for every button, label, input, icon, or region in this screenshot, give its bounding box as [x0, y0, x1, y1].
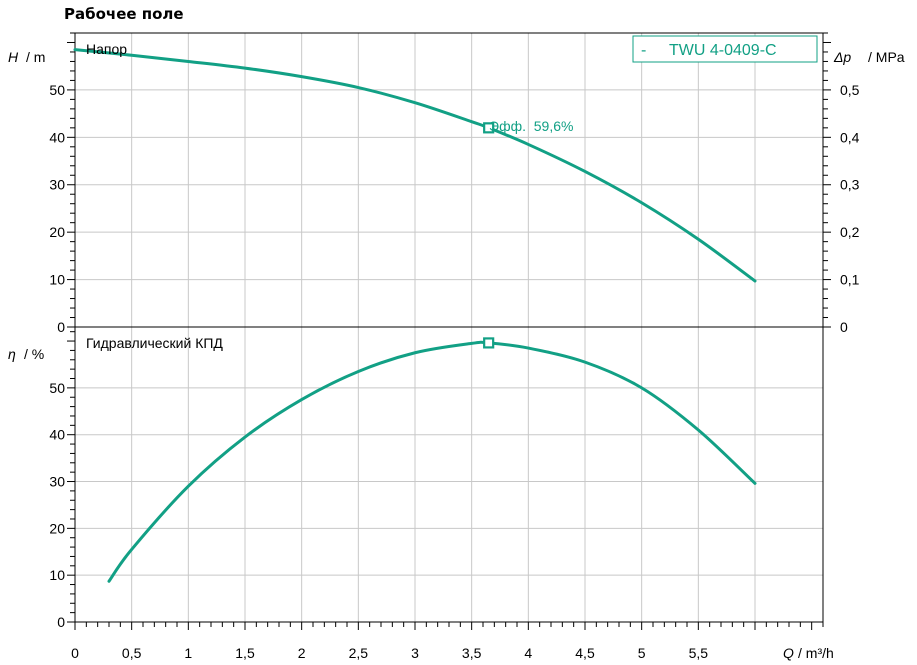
y-tick-label: 20 [49, 224, 65, 240]
x-tick-label: 4,5 [575, 645, 595, 661]
efficiency-y-axis-symbol: η [8, 346, 16, 362]
legend-prefix: - [641, 42, 646, 59]
x-tick-label: 0 [71, 645, 79, 661]
efficiency-y-axis-unit: / % [24, 346, 44, 362]
y-tick-label: 20 [49, 520, 65, 536]
y-tick-label: 40 [49, 129, 65, 145]
y-tick-label: 0 [57, 614, 65, 630]
efficiency-point-label: Эфф. 59,6% [489, 118, 573, 134]
head-y-axis-symbol: H [8, 49, 19, 65]
x-tick-label: 5,5 [689, 645, 709, 661]
pressure-tick-label: 0,4 [840, 129, 860, 145]
legend: - TWU 4-0409-C [632, 35, 818, 63]
legend-label: TWU 4-0409-C [669, 42, 777, 59]
frame-layer [67, 32, 831, 630]
x-axis-symbol: Q [783, 645, 794, 661]
pressure-axis-symbol: Δp [833, 49, 851, 65]
x-tick-label: 0,5 [122, 645, 142, 661]
head-curve [73, 48, 757, 283]
y-tick-label: 10 [49, 567, 65, 583]
y-tick-label: 10 [49, 272, 65, 288]
curve-layer [73, 48, 757, 583]
pressure-tick-label: 0 [840, 319, 848, 335]
efficiency-panel-title: Гидравлический КПД [86, 335, 223, 351]
head-operating-point [483, 122, 495, 134]
head-y-axis-unit: / m [26, 49, 45, 65]
pressure-tick-label: 0,2 [840, 224, 860, 240]
x-tick-label: 4 [524, 645, 532, 661]
label-layer: H / m Напор Δp / MPa η / % Гидравлически… [8, 35, 905, 661]
y-tick-label: 40 [49, 427, 65, 443]
x-tick-label: 2,5 [349, 645, 369, 661]
pressure-axis-unit: / MPa [868, 49, 905, 65]
head-panel-frame [74, 32, 824, 328]
pressure-tick-label: 0,3 [840, 177, 860, 193]
x-tick-label: 1 [184, 645, 192, 661]
y-tick-label: 30 [49, 474, 65, 490]
x-tick-label: 3 [411, 645, 419, 661]
y-tick-label: 30 [49, 177, 65, 193]
legend-box [632, 35, 818, 63]
page-title: Рабочее поле [64, 5, 184, 23]
efficiency-operating-point [483, 337, 495, 349]
y-tick-label: 0 [57, 319, 65, 335]
efficiency-panel-frame [74, 326, 824, 623]
x-axis-unit: / m³/h [798, 645, 834, 661]
x-tick-label: 2 [298, 645, 306, 661]
pressure-tick-label: 0,1 [840, 272, 860, 288]
x-tick-label: 1,5 [235, 645, 255, 661]
head-panel-title: Напор [86, 41, 127, 57]
efficiency-curve [107, 340, 757, 583]
y-tick-label: 50 [49, 380, 65, 396]
pressure-tick-label: 0,5 [840, 82, 860, 98]
x-tick-label: 3,5 [462, 645, 482, 661]
x-tick-label: 5 [638, 645, 646, 661]
y-tick-label: 50 [49, 82, 65, 98]
